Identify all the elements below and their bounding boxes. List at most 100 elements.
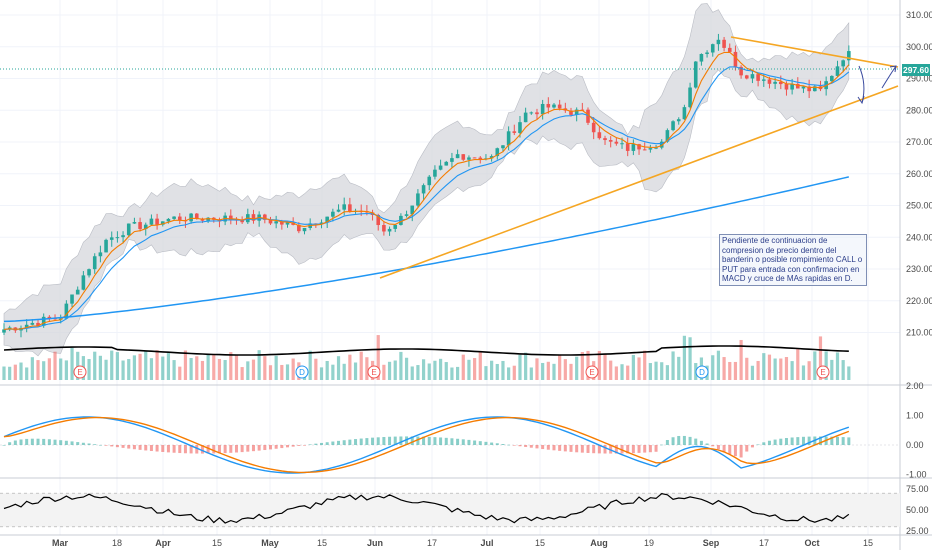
macd-histogram-bar — [25, 438, 29, 445]
macd-histogram-bar — [552, 445, 556, 451]
volume-bar — [217, 358, 222, 380]
candle-body — [796, 83, 800, 89]
fast-ma-line — [3, 51, 850, 330]
macd-histogram-bar — [76, 442, 80, 445]
volume-bar — [155, 350, 159, 380]
volume-bar — [98, 355, 102, 380]
volume-bar — [688, 337, 692, 380]
volume-bar — [280, 364, 284, 380]
volume-bar — [206, 354, 210, 380]
candle-body — [847, 51, 851, 61]
macd-tick-label: -1.00 — [906, 470, 927, 480]
macd-histogram-bar — [716, 445, 720, 450]
candle — [24, 319, 29, 333]
candle-body — [87, 269, 91, 276]
rsi-panel[interactable] — [0, 492, 900, 528]
volume-bar — [25, 367, 29, 380]
macd-histogram-bar — [365, 438, 369, 445]
candle-body — [376, 214, 381, 226]
volume-bar — [59, 358, 63, 380]
candle — [608, 136, 613, 148]
candle-body — [177, 216, 182, 221]
volume-bar — [161, 356, 165, 380]
volume-bar — [427, 363, 431, 380]
price-tick-label: 240.00 — [906, 232, 932, 242]
volume-bar — [76, 351, 80, 380]
volume-bar — [773, 358, 777, 380]
candle-body — [149, 218, 154, 225]
macd-histogram-bar — [354, 439, 358, 445]
candle-body — [546, 103, 551, 108]
macd-histogram-bar — [535, 445, 539, 449]
earnings-marker: E — [73, 365, 87, 379]
candle-body — [291, 222, 295, 225]
macd-histogram-bar — [456, 438, 460, 445]
candle-body — [160, 221, 165, 225]
price-axis: 310.00 300.00 290.00 280.00 270.00 260.00 250.… — [906, 10, 932, 536]
macd-histogram-bar — [166, 445, 170, 453]
candle-body — [302, 227, 307, 232]
volume-bar — [359, 351, 363, 380]
macd-histogram-bar — [206, 445, 210, 454]
volume-bar — [835, 352, 840, 380]
candle-body — [665, 130, 670, 142]
volume-bar — [144, 351, 148, 380]
candle — [92, 253, 97, 274]
volume-bar — [393, 360, 397, 380]
candle-body — [109, 237, 114, 240]
macd-histogram-bar — [70, 441, 74, 445]
volume-bar — [444, 362, 448, 380]
macd-histogram-bar — [580, 445, 584, 453]
volume-bar — [138, 353, 142, 380]
candle-body — [518, 122, 522, 133]
candle-body — [699, 54, 704, 62]
macd-histogram-bar — [626, 445, 630, 454]
candle-body — [194, 213, 199, 219]
volume-bar — [229, 352, 233, 380]
macd-histogram-bar — [416, 436, 420, 445]
marker-label: D — [699, 368, 705, 377]
macd-histogram-bar — [178, 445, 182, 454]
macd-histogram-bar — [149, 445, 153, 452]
rsi-line — [3, 493, 850, 524]
macd-histogram-bar — [161, 445, 165, 452]
volume-bar — [654, 361, 658, 380]
macd-histogram-bar — [745, 445, 749, 452]
candle — [149, 214, 154, 226]
volume-bar — [461, 354, 465, 380]
candle-body — [529, 112, 534, 114]
candle-body — [756, 74, 760, 81]
candle-body — [682, 107, 687, 120]
time-tick-label: May — [261, 538, 279, 548]
candle-body — [557, 104, 562, 109]
candle-body — [614, 141, 619, 144]
candle — [603, 135, 607, 145]
candle-body — [41, 316, 46, 326]
candle — [693, 61, 698, 89]
candle — [455, 149, 460, 159]
macd-histogram-bar — [444, 437, 448, 445]
candle-body — [659, 141, 664, 148]
price-tick-label: 270.00 — [906, 137, 932, 147]
macd-histogram-bar — [337, 440, 341, 445]
macd-panel[interactable] — [0, 416, 900, 474]
candle-body — [229, 215, 233, 220]
volume-bar — [268, 365, 273, 380]
price-tick-label: 280.00 — [906, 105, 932, 115]
volume-bar — [756, 360, 760, 380]
volume-bar — [353, 362, 358, 380]
candle-body — [767, 79, 772, 84]
candle — [285, 221, 290, 228]
candle — [251, 209, 256, 224]
macd-histogram-bar — [688, 436, 692, 445]
macd-histogram-bar — [274, 445, 278, 449]
up-arrow-head — [889, 65, 897, 73]
candle-body — [387, 228, 392, 232]
volume-bar — [501, 360, 505, 380]
time-tick-label: 15 — [212, 538, 222, 548]
volume-bar — [745, 357, 749, 380]
macd-histogram-bar — [393, 436, 397, 445]
macd-histogram-bar — [183, 445, 187, 454]
